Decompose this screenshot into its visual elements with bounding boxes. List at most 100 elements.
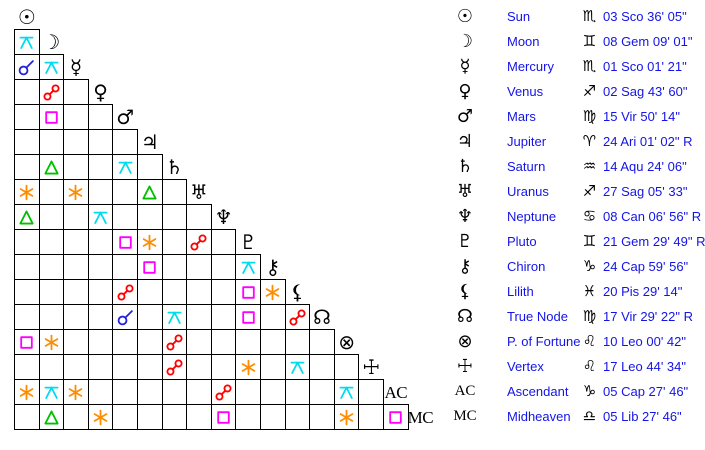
venus-sign-icon: ♐ [582, 82, 597, 100]
grid-glyph-uranus: ♅ [190, 180, 208, 204]
grid-glyph-neptune: ♆ [214, 205, 233, 229]
grid-glyph-sun: ☉ [17, 5, 36, 29]
sun-planet-icon: ☉ [456, 6, 474, 27]
square-aspect-icon [45, 110, 58, 124]
planet-row-chiron: ⚷ Chiron ♑ 24 Cap 59' 56" [0, 254, 705, 279]
aspect-cell-saturn-mars [112, 154, 138, 180]
true-node-sign-icon: ♍ [582, 307, 597, 325]
aspect-cell-vertex-chiron [260, 354, 286, 380]
aspect-cell-midheaven-mars [112, 404, 138, 430]
grid-glyph-saturn: ♄ [165, 155, 184, 179]
aspect-cell-midheaven-saturn [161, 404, 188, 430]
jupiter-planet-icon: ♃ [456, 131, 474, 152]
aspect-cell-neptune-mercury [63, 204, 89, 230]
opposition-aspect-icon [166, 333, 183, 351]
planet-position: 05 Cap 27' 46" [603, 384, 689, 399]
square-aspect-icon [217, 410, 230, 424]
planet-row-fortune: ⊗ P. of Fortune ♌ 10 Leo 00' 42" [0, 329, 705, 354]
quincunx-aspect-icon [290, 361, 305, 374]
planet-name: Neptune [507, 209, 557, 224]
planet-name: Mercury [507, 59, 554, 74]
aspect-cell-venus-mercury [63, 79, 89, 105]
grid-glyph-true-node: ☊ [313, 305, 331, 329]
planet-name: Lilith [507, 284, 534, 299]
jupiter-sign-icon: ♈ [582, 132, 597, 150]
planet-position: 21 Gem 29' 49" R [603, 234, 705, 249]
grid-glyph-moon: ☽ [42, 30, 61, 54]
aspect-cell-pluto-moon [38, 229, 65, 255]
aspect-cell-vertex-saturn [161, 354, 188, 380]
fortune-sign-icon: ♌ [582, 332, 597, 350]
aspect-cell-pluto-saturn [161, 229, 188, 255]
aspect-cell-mercury-sun [14, 54, 40, 80]
neptune-planet-icon: ♆ [456, 206, 474, 227]
planet-name: Vertex [507, 359, 544, 374]
aspect-cell-pluto-sun [14, 229, 40, 255]
aspect-cell-lilith-uranus [186, 279, 212, 305]
planet-row-pluto: ♇ Pluto ♊ 21 Gem 29' 49" R [0, 229, 705, 254]
aspect-cell-midheaven-pluto [235, 404, 261, 430]
square-aspect-icon [389, 410, 403, 424]
mercury-planet-icon: ☿ [459, 56, 471, 77]
square-aspect-icon [241, 310, 255, 324]
aspect-cell-vertex-mercury [63, 354, 89, 380]
planet-position: 24 Ari 01' 02" R [603, 134, 693, 149]
pluto-planet-icon: ♇ [456, 231, 474, 252]
aspect-cell-uranus-moon [38, 179, 65, 205]
vertex-planet-icon: ☩ [456, 356, 474, 377]
planet-position: 03 Sco 36' 05" [603, 9, 687, 24]
planet-row-moon: ☽ Moon ♊ 08 Gem 09' 01" [0, 29, 705, 54]
planet-row-sun: ☉ Sun ♏ 03 Sco 36' 05" [0, 4, 705, 29]
quincunx-aspect-icon [93, 211, 108, 224]
aspect-cell-vertex-neptune [210, 354, 237, 380]
planet-name: True Node [507, 309, 568, 324]
planet-position: 17 Vir 29' 22" R [603, 309, 693, 324]
planet-position: 27 Sag 05' 33" [603, 184, 688, 199]
aspect-cell-vertex-pluto [235, 354, 261, 380]
planet-position: 05 Lib 27' 46" [603, 409, 682, 424]
square-aspect-icon [20, 335, 34, 349]
planet-name: Mars [507, 109, 536, 124]
lilith-sign-icon: ♓ [582, 282, 597, 300]
venus-planet-icon: ♀ [458, 81, 472, 102]
moon-planet-icon: ☽ [456, 31, 474, 52]
grid-glyph-jupiter: ♃ [140, 130, 159, 154]
planet-position: 01 Sco 01' 21" [603, 59, 687, 74]
grid-glyph-mercury: ☿ [69, 55, 83, 79]
fortune-planet-icon: ⊗ [457, 331, 473, 352]
lilith-planet-icon: ⚸ [458, 281, 472, 302]
square-aspect-icon [143, 260, 157, 274]
aspect-cell-midheaven-lilith [284, 404, 311, 430]
conjunction-aspect-icon [18, 59, 35, 75]
aspect-cell-chiron-saturn [161, 254, 188, 280]
aspect-cell-ascendant-moon [38, 379, 65, 405]
sextile-aspect-icon [44, 334, 59, 350]
opposition-aspect-icon [215, 383, 232, 401]
pluto-sign-icon: ♊ [582, 232, 597, 250]
planet-row-venus: ♀ Venus ♐ 02 Sag 43' 60" [0, 79, 705, 104]
planet-row-mars: ♂ Mars ♍ 15 Vir 50' 14" [0, 104, 705, 129]
grid-glyph-pluto: ♇ [239, 230, 258, 254]
planet-position: 02 Sag 43' 60" [603, 84, 688, 99]
sextile-aspect-icon [93, 409, 108, 425]
grid-glyph-ascendant: AC [384, 382, 408, 402]
aspect-cell-midheaven-sun [14, 404, 40, 430]
aspect-cell-ascendant-neptune [210, 379, 237, 405]
quincunx-aspect-icon [44, 386, 59, 399]
planet-position: 20 Pis 29' 14" [603, 284, 683, 299]
opposition-aspect-icon [166, 358, 183, 376]
grid-glyph-mars: ♂ [116, 105, 135, 129]
aspect-cell-uranus-mercury [63, 179, 89, 205]
aspect-cell-midheaven-jupiter [137, 404, 163, 430]
square-aspect-icon [241, 285, 255, 299]
aspect-cell-ascendant-jupiter [137, 379, 163, 405]
aspect-cell-fortune-moon [38, 329, 65, 355]
quincunx-aspect-icon [44, 61, 59, 74]
uranus-sign-icon: ♐ [582, 182, 597, 200]
trine-aspect-icon [44, 410, 59, 424]
sextile-aspect-icon [20, 184, 34, 200]
planet-row-mercury: ☿ Mercury ♏ 01 Sco 01' 21" [0, 54, 705, 79]
planet-row-uranus: ♅ Uranus ♐ 27 Sag 05' 33" [0, 179, 705, 204]
aspect-cell-uranus-saturn [161, 179, 188, 205]
aspect-cell-midheaven-moon [38, 404, 65, 430]
